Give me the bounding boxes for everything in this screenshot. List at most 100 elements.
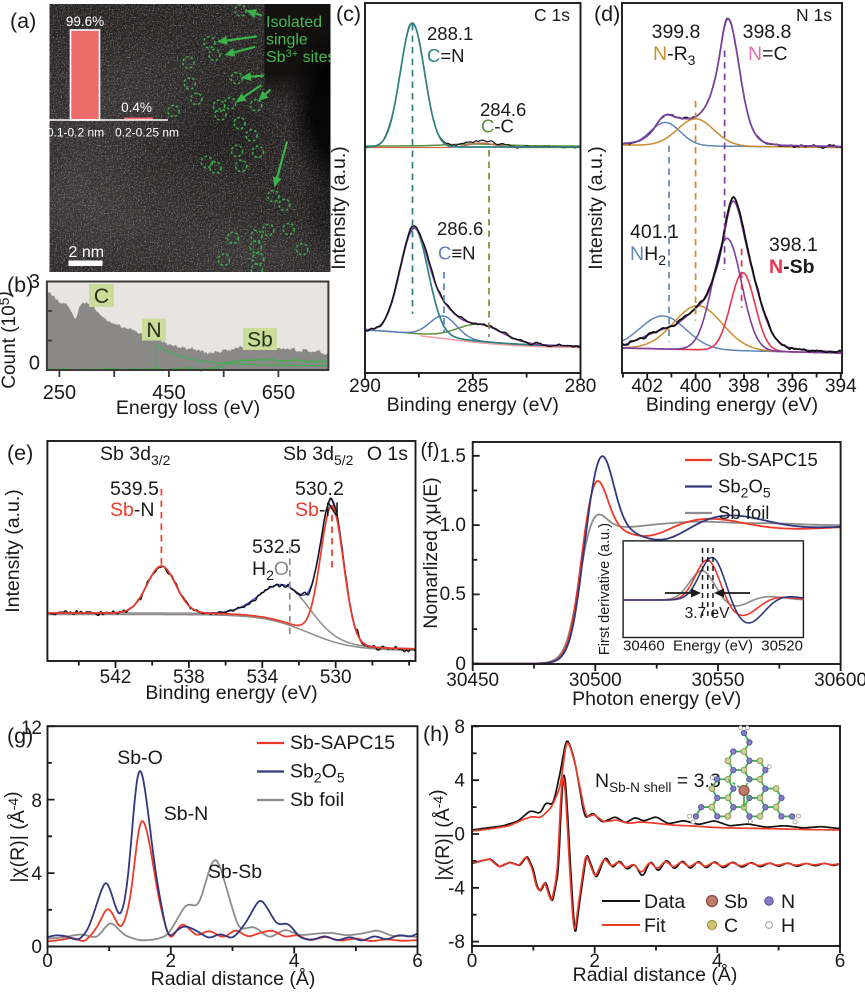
svg-text:399.8: 399.8 bbox=[652, 21, 701, 43]
svg-text:Sb-N: Sb-N bbox=[295, 499, 339, 521]
svg-text:(b): (b) bbox=[7, 273, 33, 297]
svg-text:532.5: 532.5 bbox=[252, 536, 301, 558]
svg-text:(d): (d) bbox=[594, 2, 620, 26]
svg-text:285: 285 bbox=[457, 376, 489, 397]
svg-text:650: 650 bbox=[262, 382, 295, 404]
svg-text:Radial distance (Å): Radial distance (Å) bbox=[573, 963, 738, 986]
svg-text:(c): (c) bbox=[336, 2, 361, 26]
svg-text:|χ(R)| (Å-4): |χ(R)| (Å-4) bbox=[426, 789, 454, 880]
svg-text:394: 394 bbox=[825, 376, 857, 397]
svg-text:398.1: 398.1 bbox=[769, 234, 818, 256]
svg-text:30460: 30460 bbox=[623, 638, 665, 655]
svg-text:H2O: H2O bbox=[252, 558, 289, 583]
svg-text:Sb-O: Sb-O bbox=[117, 747, 163, 769]
svg-text:0.5: 0.5 bbox=[440, 584, 466, 605]
svg-text:6: 6 bbox=[412, 951, 423, 972]
svg-text:4: 4 bbox=[289, 951, 300, 972]
svg-text:C: C bbox=[724, 915, 738, 937]
svg-text:Sb foil: Sb foil bbox=[290, 789, 344, 811]
svg-text:0.2-0.25 nm: 0.2-0.25 nm bbox=[115, 126, 179, 140]
svg-text:Sb-Sb: Sb-Sb bbox=[208, 861, 262, 883]
svg-text:Sb: Sb bbox=[247, 329, 273, 352]
svg-text:C≡N: C≡N bbox=[438, 243, 476, 264]
svg-text:450: 450 bbox=[152, 382, 185, 404]
svg-text:99.6%: 99.6% bbox=[66, 14, 104, 29]
svg-text:Data: Data bbox=[644, 891, 685, 913]
svg-text:Sb2O5: Sb2O5 bbox=[290, 761, 345, 786]
svg-text:O 1s: O 1s bbox=[367, 443, 408, 465]
svg-text:2: 2 bbox=[589, 951, 600, 972]
svg-text:284.6: 284.6 bbox=[480, 99, 526, 120]
svg-text:Nomarlized χμ(E): Nomarlized χμ(E) bbox=[420, 477, 442, 629]
svg-text:286.6: 286.6 bbox=[437, 218, 483, 239]
svg-text:250: 250 bbox=[43, 382, 76, 404]
svg-text:-8: -8 bbox=[448, 932, 465, 953]
svg-text:0.4%: 0.4% bbox=[121, 100, 152, 115]
svg-text:8: 8 bbox=[454, 717, 465, 738]
svg-text:530.2: 530.2 bbox=[295, 478, 344, 500]
svg-text:1.0: 1.0 bbox=[440, 515, 466, 536]
svg-text:539.5: 539.5 bbox=[110, 478, 159, 500]
svg-text:12: 12 bbox=[21, 718, 42, 739]
svg-text:Sb foil: Sb foil bbox=[718, 502, 769, 523]
svg-text:Binding energy (eV): Binding energy (eV) bbox=[387, 394, 559, 416]
svg-text:|χ(R)| (Å-4): |χ(R)| (Å-4) bbox=[1, 791, 29, 882]
svg-text:6: 6 bbox=[835, 951, 846, 972]
svg-text:402: 402 bbox=[631, 376, 663, 397]
svg-text:C-C: C-C bbox=[481, 116, 514, 137]
svg-text:(a): (a) bbox=[10, 9, 36, 33]
svg-text:30500: 30500 bbox=[569, 670, 622, 691]
svg-text:NSb-N shell = 3.3: NSb-N shell = 3.3 bbox=[595, 770, 721, 795]
svg-text:Intensity (a.u.): Intensity (a.u.) bbox=[585, 146, 607, 270]
svg-text:Energy (eV): Energy (eV) bbox=[673, 638, 753, 655]
svg-text:396: 396 bbox=[777, 376, 809, 397]
svg-text:400: 400 bbox=[680, 376, 712, 397]
svg-text:30550: 30550 bbox=[692, 670, 745, 691]
svg-text:(e): (e) bbox=[7, 441, 33, 465]
svg-text:Fit: Fit bbox=[644, 915, 666, 937]
svg-text:N: N bbox=[781, 891, 795, 913]
svg-text:H: H bbox=[781, 915, 795, 937]
svg-text:Photon energy (eV): Photon energy (eV) bbox=[572, 688, 741, 710]
svg-text:0: 0 bbox=[42, 951, 53, 972]
svg-text:530: 530 bbox=[320, 667, 352, 688]
svg-text:398: 398 bbox=[728, 376, 760, 397]
svg-text:4: 4 bbox=[31, 864, 42, 885]
svg-text:Sb 3d3/2: Sb 3d3/2 bbox=[100, 443, 171, 468]
svg-text:1.5: 1.5 bbox=[440, 446, 466, 467]
svg-text:(g): (g) bbox=[7, 724, 33, 748]
svg-text:NH2: NH2 bbox=[630, 243, 666, 268]
svg-text:Binding energy (eV): Binding energy (eV) bbox=[646, 394, 818, 416]
svg-text:First derivative (a.u.): First derivative (a.u.) bbox=[597, 523, 613, 655]
svg-text:Sb-N: Sb-N bbox=[110, 499, 154, 521]
svg-text:(h): (h) bbox=[423, 722, 449, 746]
svg-text:280: 280 bbox=[565, 376, 597, 397]
svg-text:0: 0 bbox=[467, 951, 478, 972]
svg-text:Isolated: Isolated bbox=[266, 14, 322, 31]
svg-text:C: C bbox=[94, 285, 109, 308]
svg-text:N: N bbox=[146, 319, 161, 342]
svg-text:Radial distance (Å): Radial distance (Å) bbox=[151, 967, 316, 990]
svg-text:30520: 30520 bbox=[761, 638, 803, 655]
svg-text:Sb-SAPC15: Sb-SAPC15 bbox=[718, 449, 818, 470]
svg-text:3: 3 bbox=[29, 271, 40, 293]
svg-text:30600: 30600 bbox=[814, 670, 865, 691]
svg-text:538: 538 bbox=[173, 667, 205, 688]
svg-text:N-Sb: N-Sb bbox=[769, 256, 815, 278]
svg-text:288.1: 288.1 bbox=[427, 23, 473, 44]
svg-text:N 1s: N 1s bbox=[796, 5, 832, 25]
svg-text:3.7 eV: 3.7 eV bbox=[685, 605, 730, 622]
svg-text:Intensity (a.u.): Intensity (a.u.) bbox=[2, 489, 24, 613]
svg-text:30450: 30450 bbox=[446, 670, 499, 691]
svg-text:0: 0 bbox=[29, 353, 40, 375]
svg-text:C 1s: C 1s bbox=[534, 5, 570, 25]
svg-text:401.1: 401.1 bbox=[630, 221, 679, 243]
svg-text:Energy loss (eV): Energy loss (eV) bbox=[116, 397, 260, 419]
svg-text:single: single bbox=[266, 32, 308, 49]
svg-text:Sb 3d5/2: Sb 3d5/2 bbox=[283, 443, 354, 468]
svg-text:398.8: 398.8 bbox=[743, 21, 792, 43]
svg-text:0.1-0.2 nm: 0.1-0.2 nm bbox=[47, 126, 104, 140]
svg-text:542: 542 bbox=[100, 667, 132, 688]
svg-text:(f): (f) bbox=[421, 440, 440, 462]
svg-text:8: 8 bbox=[31, 791, 42, 812]
